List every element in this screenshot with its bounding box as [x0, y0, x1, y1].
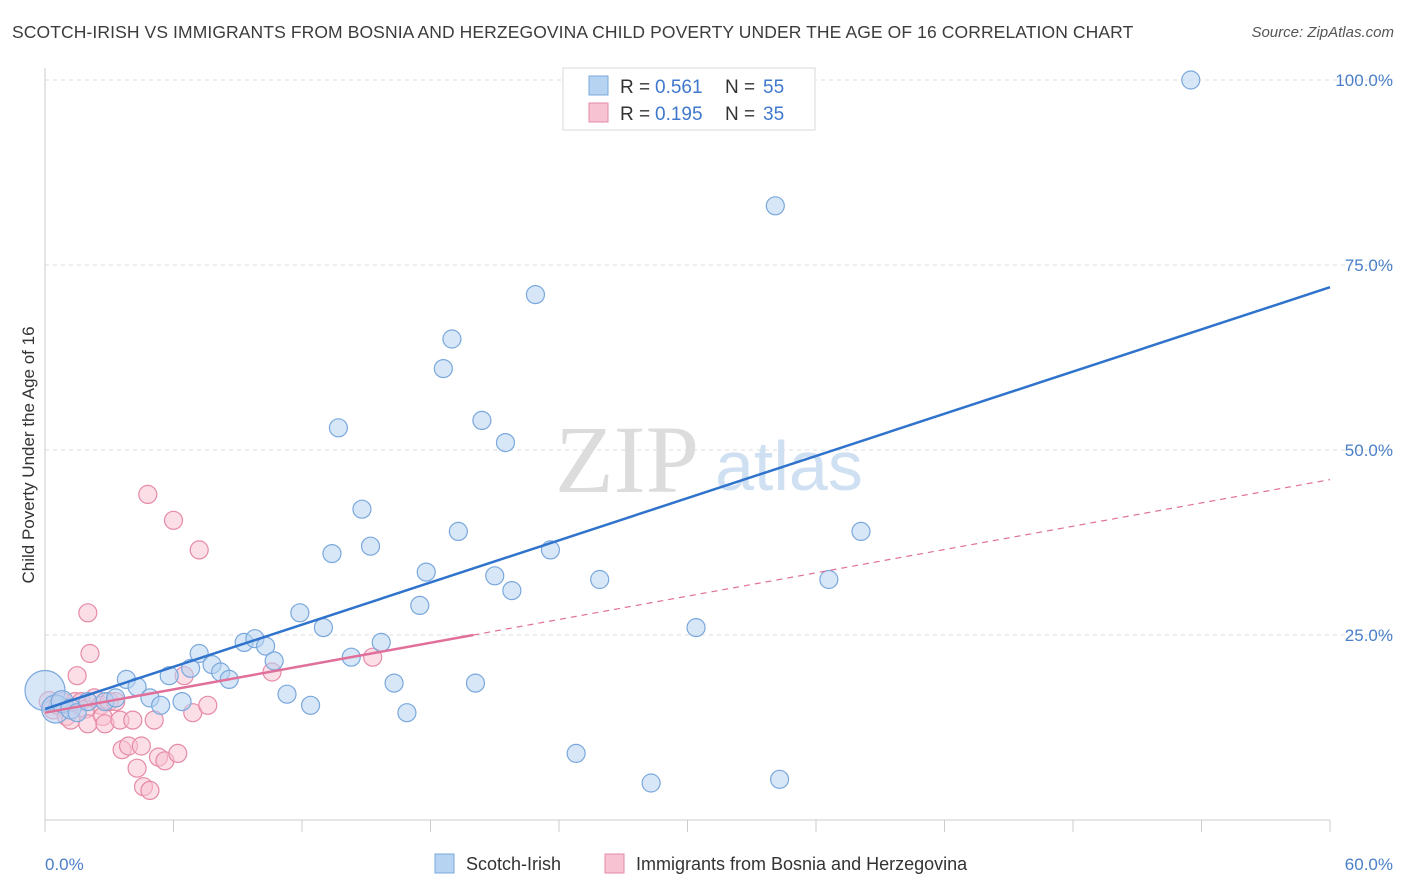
- blue-point: [328, 418, 349, 438]
- blue-point: [442, 329, 462, 349]
- legend-blue-swatch: [588, 75, 609, 96]
- blue-point: [641, 773, 661, 793]
- blue-point: [769, 769, 790, 789]
- blue-point: [416, 562, 436, 582]
- blue-point: [172, 691, 192, 712]
- blue-point: [384, 673, 404, 693]
- x-tick-label: 60.0%: [1345, 855, 1393, 874]
- pink-point: [78, 603, 98, 623]
- pink-point: [140, 780, 160, 801]
- blue-point: [290, 603, 310, 623]
- blue-point: [819, 569, 839, 590]
- blue-point: [151, 695, 171, 715]
- blue-point: [352, 499, 372, 519]
- blue-point: [590, 569, 610, 590]
- pink-point: [131, 736, 151, 756]
- legend-pink-swatch: [588, 102, 609, 123]
- bottom-legend-pink-swatch: [604, 853, 625, 874]
- blue-point: [448, 521, 468, 542]
- legend-n-value: 55: [763, 77, 784, 98]
- blue-point: [472, 410, 492, 430]
- blue-point: [465, 673, 486, 693]
- legend-r-value: 0.561: [655, 77, 703, 98]
- trend-lines: [44, 286, 1331, 714]
- pink-trend-extension: [473, 479, 1331, 636]
- blue-point: [851, 521, 871, 542]
- blue-point: [264, 651, 284, 671]
- y-tick-label: 75.0%: [1345, 256, 1393, 275]
- blue-point: [277, 684, 297, 704]
- legend: R = 0.561 N = 55 R = 0.195 N = 35: [562, 67, 816, 131]
- legend-n-label: N =: [725, 104, 755, 125]
- blue-point: [397, 703, 417, 723]
- watermark-zip: ZIP: [555, 406, 699, 513]
- pink-trend-line: [44, 633, 474, 714]
- bottom-legend-label-scotch-irish: Scotch-Irish: [466, 854, 561, 874]
- y-axis-title: Child Poverty Under the Age of 16: [19, 326, 38, 583]
- blue-trend-line: [44, 286, 1331, 711]
- legend-n-value: 35: [763, 104, 784, 125]
- blue-point: [433, 359, 453, 379]
- bottom-legend-blue-swatch: [434, 853, 455, 874]
- pink-point: [123, 710, 143, 730]
- y-tick-label: 50.0%: [1345, 441, 1393, 460]
- legend-r-value: 0.195: [655, 104, 703, 125]
- chart-source: Source: ZipAtlas.com: [1251, 24, 1394, 41]
- pink-point: [127, 758, 147, 778]
- pink-series-points: [38, 484, 383, 801]
- legend-n-label: N =: [725, 77, 755, 98]
- bottom-legend: Scotch-Irish Immigrants from Bosnia and …: [434, 853, 968, 874]
- tick-labels: 25.0% 50.0% 75.0% 100.0% 0.0% 60.0%: [45, 71, 1393, 874]
- pink-point: [198, 695, 218, 715]
- blue-point: [502, 580, 522, 601]
- pink-point: [168, 743, 188, 764]
- pink-point: [163, 510, 184, 530]
- gridlines: [45, 79, 1395, 636]
- pink-point: [189, 540, 209, 560]
- blue-point: [410, 595, 430, 616]
- blue-point: [371, 632, 391, 653]
- blue-point: [686, 617, 706, 638]
- legend-r-label: R =: [620, 77, 650, 98]
- blue-point: [566, 743, 586, 764]
- blue-point: [159, 666, 179, 686]
- y-tick-label: 25.0%: [1345, 626, 1393, 645]
- pink-point: [80, 643, 100, 664]
- blue-point: [300, 695, 321, 715]
- chart-title: SCOTCH-IRISH VS IMMIGRANTS FROM BOSNIA A…: [12, 22, 1134, 42]
- blue-point: [360, 536, 381, 556]
- blue-point: [765, 196, 785, 216]
- blue-point: [1181, 70, 1201, 90]
- blue-point: [322, 543, 342, 564]
- legend-r-label: R =: [620, 104, 650, 125]
- blue-point: [495, 433, 516, 453]
- y-tick-label: 100.0%: [1335, 71, 1393, 90]
- blue-point: [313, 617, 334, 638]
- bottom-legend-label-bosnia: Immigrants from Bosnia and Herzegovina: [636, 854, 968, 874]
- blue-point: [485, 566, 505, 586]
- blue-point: [525, 285, 546, 305]
- pink-point: [138, 484, 158, 504]
- x-tick-label: 0.0%: [45, 855, 84, 874]
- pink-point: [67, 666, 87, 686]
